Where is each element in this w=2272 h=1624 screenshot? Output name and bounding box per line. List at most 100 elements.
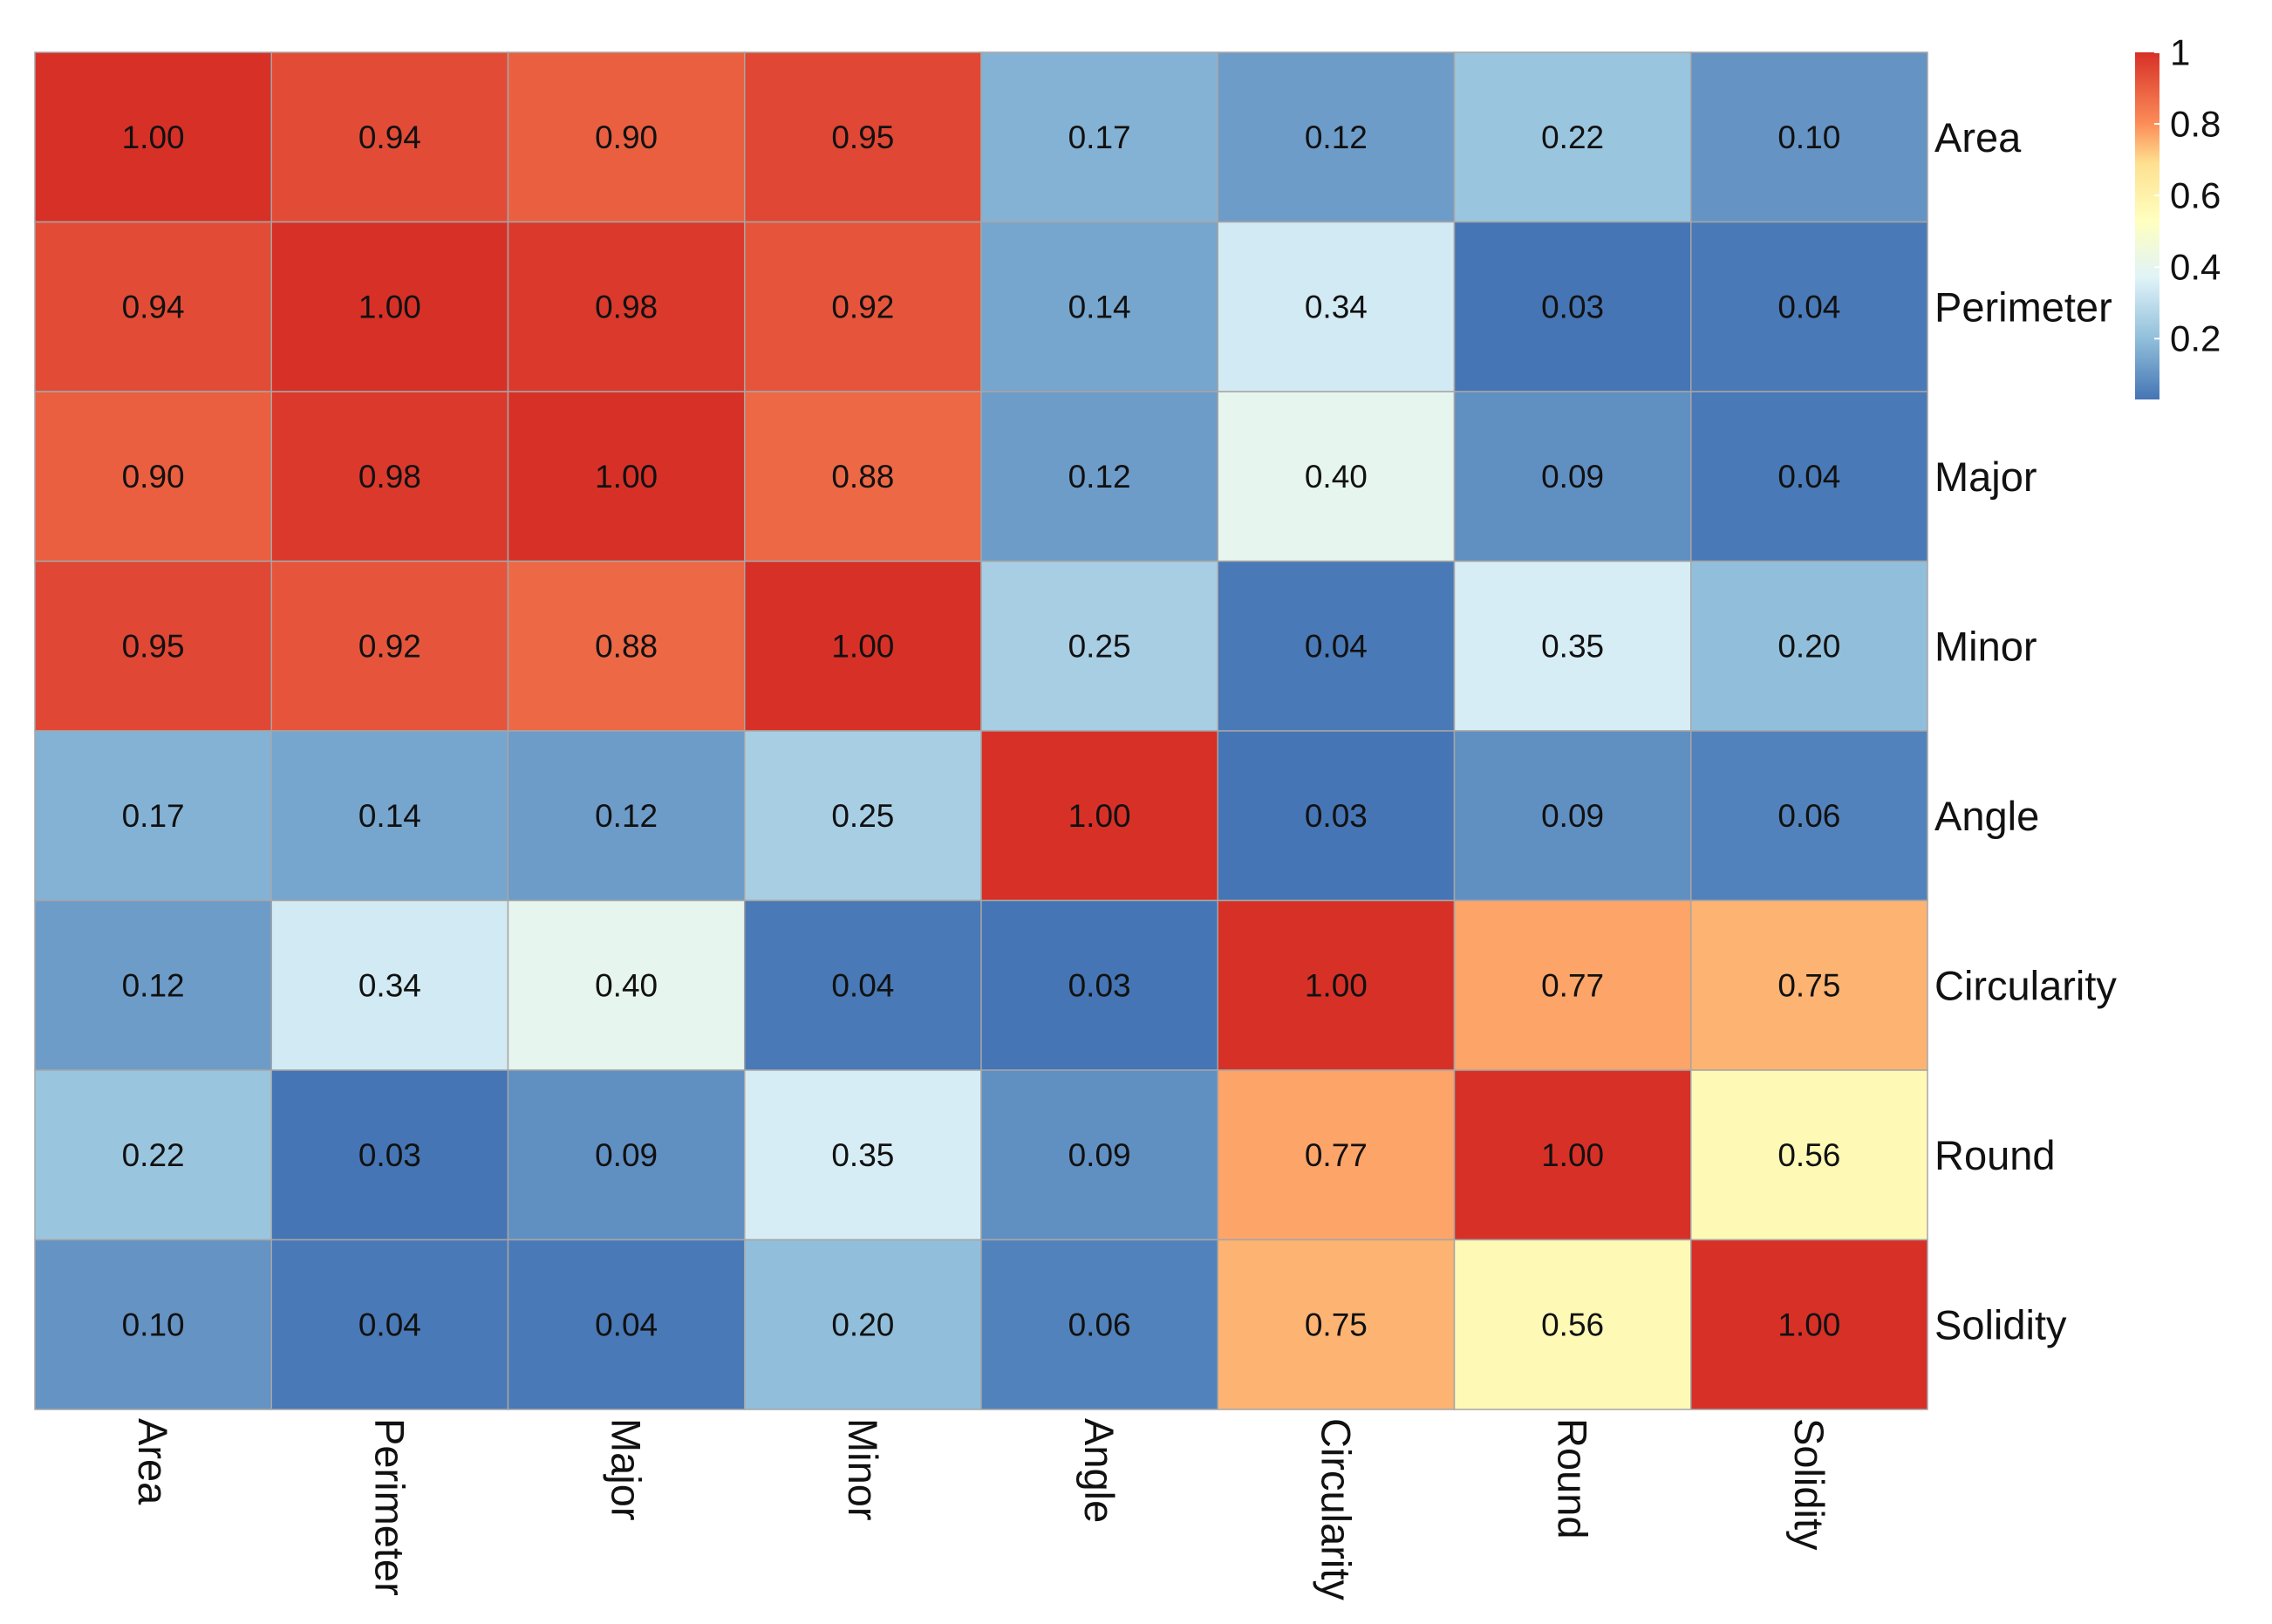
column-label: Perimeter bbox=[366, 1418, 413, 1596]
cell-rect bbox=[980, 1069, 1218, 1241]
row-labels: Area Perimeter Major Minor Angle Circularity R… bbox=[1934, 114, 2117, 1348]
legend-tick-label: 0.6 bbox=[2170, 175, 2221, 216]
heatmap-cell: 0.04 bbox=[744, 899, 982, 1071]
heatmap-cell: 0.90 bbox=[507, 51, 746, 223]
cell-value-label: 1.00 bbox=[595, 459, 658, 495]
heatmap-cell: 0.09 bbox=[980, 1069, 1218, 1241]
heatmap-cell: 1.00 bbox=[1217, 899, 1456, 1071]
cell-value-label: 1.00 bbox=[1541, 1137, 1604, 1173]
row-label: Angle bbox=[1934, 793, 2039, 839]
legend-color-bar bbox=[2135, 52, 2159, 399]
cell-value-label: 0.03 bbox=[358, 1137, 421, 1173]
heatmap-cell: 0.20 bbox=[744, 1238, 982, 1410]
cell-rect bbox=[270, 51, 509, 223]
legend-tick-label: 0.2 bbox=[2170, 318, 2221, 359]
heatmap-cell: 0.20 bbox=[1690, 560, 1928, 732]
cell-rect bbox=[1217, 51, 1456, 223]
column-labels: Area Perimeter Major Minor Angle Circularity R… bbox=[130, 1418, 1832, 1600]
cell-value-label: 0.40 bbox=[595, 967, 658, 1003]
row-label: Circularity bbox=[1934, 962, 2117, 1008]
heatmap-cell: 0.77 bbox=[1217, 1069, 1456, 1241]
cell-rect bbox=[270, 391, 509, 563]
cell-value-label: 0.22 bbox=[122, 1137, 185, 1173]
cell-value-label: 0.03 bbox=[1305, 798, 1368, 834]
cell-rect bbox=[980, 560, 1218, 732]
column-label: Major bbox=[604, 1418, 650, 1521]
cell-value-label: 0.77 bbox=[1541, 967, 1604, 1003]
cell-rect bbox=[34, 1238, 272, 1410]
cell-rect bbox=[1217, 730, 1456, 902]
cell-value-label: 0.20 bbox=[1777, 628, 1840, 664]
cell-value-label: 0.95 bbox=[831, 119, 894, 155]
column-label: Round bbox=[1550, 1418, 1596, 1539]
heatmap-cell: 0.75 bbox=[1690, 899, 1928, 1071]
cell-value-label: 0.03 bbox=[1541, 289, 1604, 324]
cell-rect bbox=[1453, 1069, 1692, 1241]
heatmap-cell: 0.95 bbox=[744, 51, 982, 223]
heatmap-cell: 1.00 bbox=[744, 560, 982, 732]
legend-ticks: 1 0.8 0.6 0.4 0.2 bbox=[2154, 32, 2221, 359]
cell-value-label: 0.56 bbox=[1541, 1307, 1604, 1342]
cell-value-label: 0.34 bbox=[1305, 289, 1368, 324]
row-label: Area bbox=[1934, 114, 2022, 160]
cell-value-label: 0.04 bbox=[1305, 628, 1368, 664]
row-label: Round bbox=[1934, 1132, 2056, 1178]
cell-rect bbox=[1217, 1238, 1456, 1410]
cell-rect bbox=[1453, 391, 1692, 563]
cell-value-label: 0.88 bbox=[831, 459, 894, 495]
cell-rect bbox=[744, 560, 982, 732]
heatmap-cells: 1.00 0.94 0.90 0.95 0.17 0.12 0.22 0.10 0.94 1.00… bbox=[34, 51, 1928, 1410]
row-label: Solidity bbox=[1934, 1301, 2067, 1348]
heatmap-cell: 0.95 bbox=[34, 560, 272, 732]
cell-rect bbox=[980, 899, 1218, 1071]
column-label: Minor bbox=[840, 1418, 886, 1521]
cell-rect bbox=[507, 1238, 746, 1410]
heatmap-cell: 1.00 bbox=[1453, 1069, 1692, 1241]
heatmap-cell: 0.17 bbox=[34, 730, 272, 902]
legend-tick-label: 0.8 bbox=[2170, 104, 2221, 145]
cell-value-label: 1.00 bbox=[831, 628, 894, 664]
cell-rect bbox=[1217, 899, 1456, 1071]
row-label: Minor bbox=[1934, 623, 2037, 669]
heatmap-cell: 0.06 bbox=[1690, 730, 1928, 902]
heatmap-cell: 0.35 bbox=[1453, 560, 1692, 732]
cell-rect bbox=[1453, 51, 1692, 223]
heatmap-cell: 0.88 bbox=[744, 391, 982, 563]
cell-rect bbox=[270, 730, 509, 902]
heatmap-cell: 0.09 bbox=[507, 1069, 746, 1241]
cell-value-label: 0.90 bbox=[122, 459, 185, 495]
heatmap-cell: 1.00 bbox=[1690, 1238, 1928, 1410]
heatmap-cell: 1.00 bbox=[980, 730, 1218, 902]
heatmap-cell: 0.03 bbox=[980, 899, 1218, 1071]
legend-tick-label: 1 bbox=[2170, 32, 2190, 73]
cell-rect bbox=[1690, 391, 1928, 563]
heatmap-cell: 0.22 bbox=[34, 1069, 272, 1241]
heatmap-cell: 0.09 bbox=[1453, 730, 1692, 902]
cell-rect bbox=[1690, 730, 1928, 902]
cell-rect bbox=[507, 730, 746, 902]
cell-rect bbox=[34, 560, 272, 732]
cell-value-label: 0.25 bbox=[831, 798, 894, 834]
cell-rect bbox=[1690, 221, 1928, 392]
cell-value-label: 0.04 bbox=[358, 1307, 421, 1342]
cell-value-label: 0.34 bbox=[358, 967, 421, 1003]
cell-rect bbox=[980, 391, 1218, 563]
heatmap-cell: 0.09 bbox=[1453, 391, 1692, 563]
heatmap-cell: 0.56 bbox=[1453, 1238, 1692, 1410]
cell-rect bbox=[270, 1069, 509, 1241]
cell-rect bbox=[34, 1069, 272, 1241]
cell-rect bbox=[980, 730, 1218, 902]
cell-rect bbox=[1690, 51, 1928, 223]
heatmap-cell: 0.77 bbox=[1453, 899, 1692, 1071]
cell-value-label: 0.12 bbox=[1068, 459, 1131, 495]
heatmap-cell: 0.04 bbox=[507, 1238, 746, 1410]
cell-value-label: 0.88 bbox=[595, 628, 658, 664]
heatmap-cell: 0.12 bbox=[507, 730, 746, 902]
heatmap-cell: 0.40 bbox=[507, 899, 746, 1071]
cell-rect bbox=[980, 1238, 1218, 1410]
heatmap-cell: 0.90 bbox=[34, 391, 272, 563]
cell-rect bbox=[1690, 1069, 1928, 1241]
heatmap-cell: 0.17 bbox=[980, 51, 1218, 223]
cell-rect bbox=[744, 899, 982, 1071]
